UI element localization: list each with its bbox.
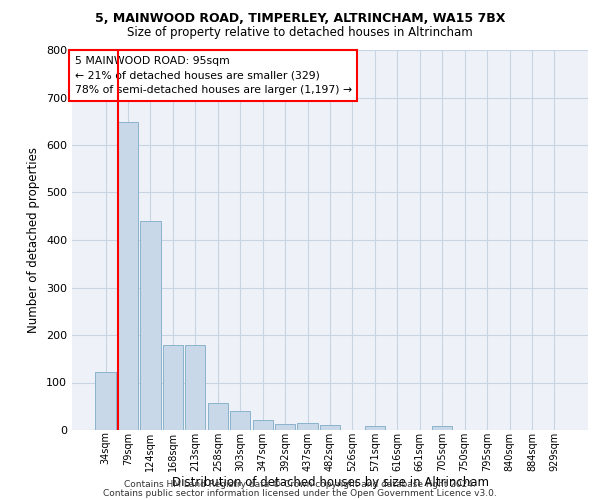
Bar: [320, 425, 340, 430]
Bar: [432, 426, 452, 430]
Bar: [253, 420, 273, 430]
Bar: [140, 221, 161, 430]
X-axis label: Distribution of detached houses by size in Altrincham: Distribution of detached houses by size …: [172, 476, 488, 490]
Bar: [365, 426, 385, 430]
Bar: [230, 411, 250, 430]
Bar: [163, 345, 183, 430]
Text: Contains public sector information licensed under the Open Government Licence v3: Contains public sector information licen…: [103, 490, 497, 498]
Text: 5 MAINWOOD ROAD: 95sqm
← 21% of detached houses are smaller (329)
78% of semi-de: 5 MAINWOOD ROAD: 95sqm ← 21% of detached…: [74, 56, 352, 96]
Bar: [298, 424, 317, 430]
Text: Contains HM Land Registry data © Crown copyright and database right 2024.: Contains HM Land Registry data © Crown c…: [124, 480, 476, 489]
Text: Size of property relative to detached houses in Altrincham: Size of property relative to detached ho…: [127, 26, 473, 39]
Text: 5, MAINWOOD ROAD, TIMPERLEY, ALTRINCHAM, WA15 7BX: 5, MAINWOOD ROAD, TIMPERLEY, ALTRINCHAM,…: [95, 12, 505, 26]
Bar: [95, 372, 116, 430]
Bar: [275, 424, 295, 430]
Y-axis label: Number of detached properties: Number of detached properties: [28, 147, 40, 333]
Bar: [208, 403, 228, 430]
Bar: [118, 122, 138, 430]
Bar: [185, 345, 205, 430]
